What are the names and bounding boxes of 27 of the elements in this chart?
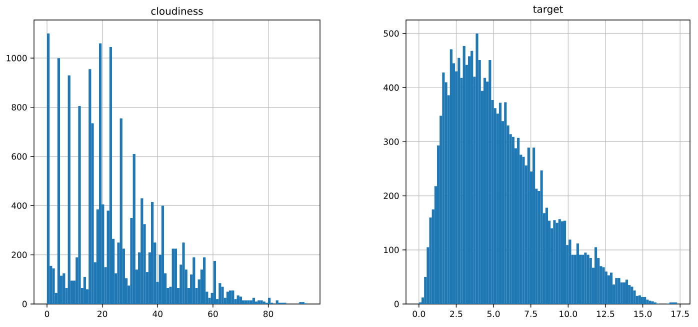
chart-title: cloudiness	[151, 7, 203, 15]
x-tick-label: 20	[98, 310, 108, 318]
x-tick-label: 7.5	[524, 310, 537, 317]
x-tick-label: 5.0	[487, 310, 500, 318]
y-tick-label: 200	[12, 252, 27, 258]
y-tick-label: 0	[394, 300, 399, 308]
x-tick-label: 0.0	[412, 310, 426, 318]
y-tick-label: 1000	[6, 54, 27, 62]
x-tick-label: 80	[263, 310, 274, 318]
y-tick-label: 600	[12, 153, 27, 160]
x-tick-label: 12.5	[596, 310, 614, 318]
y-tick-label: 400	[384, 84, 399, 91]
y-tick-label: 300	[384, 138, 399, 145]
y-tick-label: 100	[384, 246, 399, 254]
chart-title: target	[533, 6, 563, 15]
y-tick-label: 500	[384, 30, 399, 37]
x-tick-label: 0	[44, 310, 50, 318]
x-tick-label: 60	[208, 310, 218, 318]
y-tick-label: 0	[22, 300, 27, 308]
y-tick-label: 400	[12, 202, 27, 209]
x-tick-label: 2.5	[450, 310, 462, 318]
x-tick-label: 15.0	[634, 310, 652, 318]
x-tick-label: 10.0	[560, 310, 578, 318]
x-tick-label: 40	[152, 310, 162, 318]
y-tick-label: 200	[384, 192, 399, 200]
x-tick-label: 17.5	[672, 310, 689, 317]
y-tick-label: 800	[12, 104, 27, 110]
